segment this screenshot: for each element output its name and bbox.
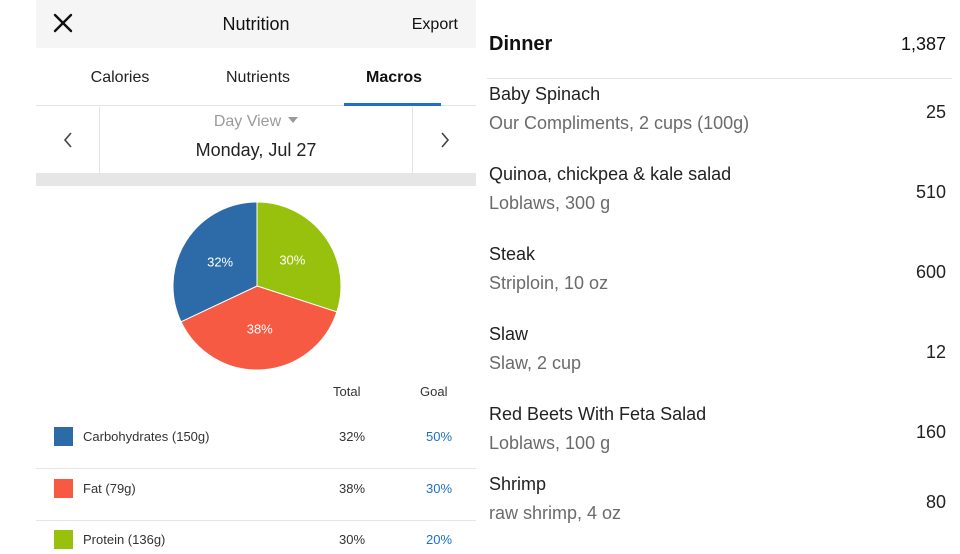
food-description: Slaw, 2 cup bbox=[489, 353, 582, 373]
pie-slice-fat bbox=[180, 285, 338, 371]
close-icon bbox=[53, 13, 73, 33]
food-item-quinoa-salad[interactable]: Quinoa, chickpea & kale salad Loblaws, 3… bbox=[487, 160, 952, 240]
pie-slice-protein bbox=[256, 201, 342, 313]
current-date: Monday, Jul 27 bbox=[195, 140, 317, 160]
previous-day-button[interactable] bbox=[36, 107, 100, 173]
food-description: Loblaws, 100 g bbox=[489, 433, 611, 453]
food-item-slaw[interactable]: Slaw Slaw, 2 cup 12 bbox=[487, 320, 952, 400]
macro-name: Protein (136g) bbox=[83, 532, 166, 547]
macro-goal[interactable]: 50% bbox=[426, 429, 453, 444]
chevron-left-icon bbox=[63, 132, 72, 148]
meal-total-calories: 1,387 bbox=[900, 34, 946, 54]
food-name: Shrimp bbox=[489, 474, 547, 494]
food-description: Our Compliments, 2 cups (100g) bbox=[489, 113, 750, 133]
total-column-header: Total bbox=[333, 384, 361, 399]
food-name: Quinoa, chickpea & kale salad bbox=[489, 164, 732, 184]
pie-label-carbohydrates: 32% bbox=[207, 255, 233, 270]
next-day-button[interactable] bbox=[412, 107, 476, 173]
food-description: Loblaws, 300 g bbox=[489, 193, 611, 213]
close-button[interactable] bbox=[50, 10, 76, 36]
food-item-baby-spinach[interactable]: Baby Spinach Our Compliments, 2 cups (10… bbox=[487, 80, 952, 160]
macro-row-carbohydrates: Carbohydrates (150g) 32% 50% bbox=[36, 417, 476, 469]
pie-label-protein: 30% bbox=[279, 252, 305, 267]
section-divider bbox=[36, 173, 476, 186]
day-view-dropdown[interactable]: Day View bbox=[100, 113, 412, 131]
food-item-red-beets-salad[interactable]: Red Beets With Feta Salad Loblaws, 100 g… bbox=[487, 400, 952, 480]
pie-slice-carbohydrates bbox=[172, 201, 258, 323]
food-calories: 160 bbox=[915, 422, 946, 442]
nutrition-panel: Nutrition Export Calories Nutrients Macr… bbox=[36, 0, 476, 554]
macro-row-protein: Protein (136g) 30% 20% bbox=[36, 520, 476, 554]
food-description: Striploin, 10 oz bbox=[489, 273, 609, 293]
day-view-label: Day View bbox=[213, 113, 282, 130]
chevron-right-icon bbox=[441, 132, 450, 148]
meal-title: Dinner bbox=[489, 33, 553, 55]
food-item-shrimp[interactable]: Shrimp raw shrimp, 4 oz 80 bbox=[487, 470, 952, 550]
tab-macros[interactable]: Macros bbox=[365, 69, 423, 86]
meal-panel: Dinner 1,387 Baby Spinach Our Compliment… bbox=[487, 0, 952, 554]
goal-column-header: Goal bbox=[420, 384, 448, 399]
food-calories: 25 bbox=[925, 102, 946, 122]
export-button[interactable]: Export bbox=[411, 16, 458, 33]
pie-label-fat: 38% bbox=[247, 322, 273, 337]
food-calories: 80 bbox=[925, 492, 946, 512]
macros-pie-chart: 30% 38% 32% bbox=[170, 199, 344, 373]
carbohydrates-swatch bbox=[54, 427, 73, 446]
food-description: raw shrimp, 4 oz bbox=[489, 503, 622, 523]
macro-name: Carbohydrates (150g) bbox=[83, 429, 210, 444]
macro-total: 38% bbox=[339, 481, 366, 496]
macro-total: 32% bbox=[339, 429, 366, 444]
fat-swatch bbox=[54, 479, 73, 498]
active-tab-indicator bbox=[344, 103, 441, 106]
top-bar: Nutrition Export bbox=[36, 0, 476, 48]
protein-swatch bbox=[54, 530, 73, 549]
food-name: Slaw bbox=[489, 324, 529, 344]
food-name: Red Beets With Feta Salad bbox=[489, 404, 707, 424]
macro-total: 30% bbox=[339, 532, 366, 547]
macro-name: Fat (79g) bbox=[83, 481, 136, 496]
macro-goal[interactable]: 30% bbox=[426, 481, 453, 496]
food-calories: 12 bbox=[925, 342, 946, 362]
macro-goal[interactable]: 20% bbox=[426, 532, 453, 547]
tab-calories[interactable]: Calories bbox=[90, 69, 150, 86]
food-calories: 600 bbox=[915, 262, 946, 282]
day-navigator: Day View Monday, Jul 27 bbox=[36, 107, 476, 173]
tab-bar: Calories Nutrients Macros bbox=[36, 56, 476, 106]
food-calories: 510 bbox=[915, 182, 946, 202]
page-title: Nutrition bbox=[222, 14, 290, 34]
tab-nutrients[interactable]: Nutrients bbox=[225, 69, 291, 86]
pie-svg: 30% 38% 32% bbox=[172, 201, 342, 371]
meal-section-header: Dinner 1,387 bbox=[487, 0, 952, 79]
caret-down-icon bbox=[288, 117, 299, 123]
macro-row-fat: Fat (79g) 38% 30% bbox=[36, 469, 476, 521]
food-item-steak[interactable]: Steak Striploin, 10 oz 600 bbox=[487, 240, 952, 320]
food-name: Baby Spinach bbox=[489, 84, 601, 104]
food-name: Steak bbox=[489, 244, 536, 264]
